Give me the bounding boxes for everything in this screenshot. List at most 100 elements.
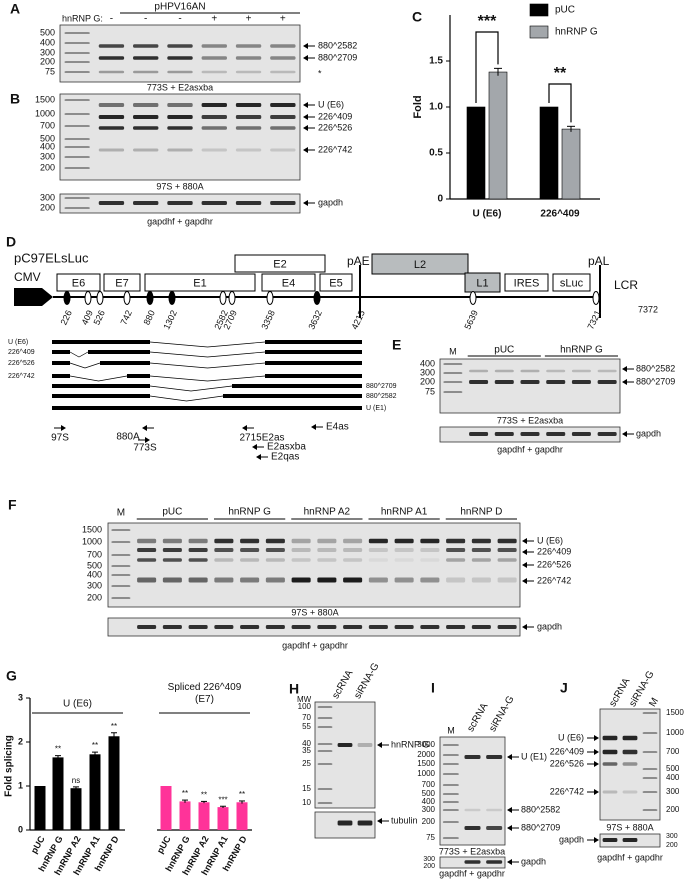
- marker-label: 3000: [417, 740, 435, 749]
- gel-band: [162, 625, 182, 629]
- splice-site: [123, 291, 131, 305]
- intron: [149, 375, 266, 382]
- gene-box: [464, 272, 501, 293]
- significance-label: **: [111, 722, 117, 731]
- gel-band: [64, 146, 90, 148]
- bar: [52, 757, 64, 830]
- gel-band: [464, 826, 481, 830]
- gel-band: [167, 44, 193, 48]
- gel-band: [201, 44, 227, 48]
- gel-band: [111, 565, 131, 567]
- significance-label: **: [55, 745, 61, 754]
- gel-band: [446, 548, 466, 552]
- gel-band: [464, 860, 481, 864]
- gel-band: [442, 754, 459, 756]
- marker-label: 1500: [82, 524, 102, 534]
- marker-label: 300: [40, 47, 55, 57]
- gel-band: [602, 790, 618, 794]
- axis-title: Fold: [412, 95, 424, 118]
- gel-band: [317, 802, 333, 804]
- marker-label: 200: [423, 863, 435, 870]
- splice-site: [228, 291, 236, 305]
- marker-label: 400: [87, 569, 102, 579]
- gel-band: [602, 735, 618, 741]
- primer-label: 880A: [116, 432, 140, 443]
- significance-label: **: [554, 65, 567, 82]
- gel-band: [494, 380, 514, 384]
- marker-label: 200: [666, 842, 678, 849]
- gel-band: [270, 115, 296, 119]
- gel-band: [471, 558, 491, 562]
- group-title-text: Spliced 226^409 (E7): [167, 682, 242, 705]
- gel-band: [137, 548, 157, 552]
- panel-label: F: [8, 497, 17, 513]
- lane-label: -: [144, 14, 147, 25]
- primer-label: 773S + E2asxba: [147, 82, 213, 92]
- gel-band: [469, 432, 489, 436]
- panel-label: B: [10, 91, 20, 107]
- gel-band: [497, 548, 517, 552]
- marker-label: 500: [40, 27, 55, 37]
- gel-band: [597, 380, 617, 384]
- gene-box: [103, 273, 141, 292]
- arrow-head: [594, 761, 599, 767]
- gel-band: [469, 369, 489, 373]
- primer-label: 97S + 880A: [156, 181, 203, 191]
- gel: [314, 701, 376, 809]
- site-label: 5639: [462, 309, 480, 331]
- arrow-head: [522, 578, 527, 584]
- gel-band: [368, 538, 388, 544]
- x-tick-label: 226^409: [540, 209, 580, 220]
- gel-band: [442, 801, 459, 803]
- marker-label: 300: [422, 805, 436, 814]
- gel-band: [317, 750, 333, 752]
- gene-box: [234, 254, 326, 273]
- significance-label: **: [201, 791, 207, 800]
- gel-band: [133, 70, 159, 74]
- arrow-head: [252, 444, 257, 450]
- gel-band: [622, 749, 638, 755]
- gel-band: [343, 625, 363, 629]
- gel-band: [64, 156, 90, 158]
- arrow-head: [303, 102, 308, 108]
- y-tick-label: 3: [18, 692, 23, 702]
- arrow-head: [594, 749, 599, 755]
- gel-band: [235, 70, 262, 74]
- arrow-head: [142, 425, 147, 431]
- intron: [149, 385, 233, 392]
- primer-label: 773S + E2asxba: [439, 846, 505, 856]
- gel-band: [201, 56, 227, 60]
- gel-band: [357, 743, 373, 747]
- bar: [539, 106, 559, 200]
- y-tick-label: 0.5: [429, 148, 443, 159]
- gene-label: L2: [414, 259, 426, 271]
- gel-band: [464, 808, 481, 812]
- arrow-head: [303, 55, 308, 61]
- arrow-head: [303, 147, 308, 153]
- gel-band: [642, 712, 658, 714]
- panel-label: D: [6, 234, 16, 250]
- band-label: gapdh: [636, 428, 661, 438]
- gel-band: [471, 538, 491, 544]
- legend-swatch: [529, 3, 549, 17]
- gel-band: [64, 167, 90, 169]
- plasmid-name: pC97ELsLuc: [14, 250, 89, 265]
- gel-band: [642, 732, 658, 734]
- promoter-label: CMV: [14, 270, 41, 284]
- band-label: 880^2709: [318, 52, 357, 62]
- gene-label: E5: [329, 277, 342, 289]
- band-label: 226^526: [318, 122, 352, 132]
- gel-band: [317, 558, 337, 562]
- marker-label: 1000: [35, 108, 55, 118]
- significance-label: ***: [478, 13, 497, 30]
- panel-label: J: [560, 680, 568, 696]
- arrow-head: [507, 859, 512, 865]
- site-label: 526: [92, 309, 107, 327]
- gel-band: [443, 391, 463, 393]
- gene-box: [144, 273, 256, 292]
- gel-band: [64, 32, 90, 34]
- gel-band: [235, 103, 262, 107]
- marker-label: 500: [40, 133, 55, 143]
- gel-band: [270, 56, 296, 60]
- gel-band: [201, 148, 227, 152]
